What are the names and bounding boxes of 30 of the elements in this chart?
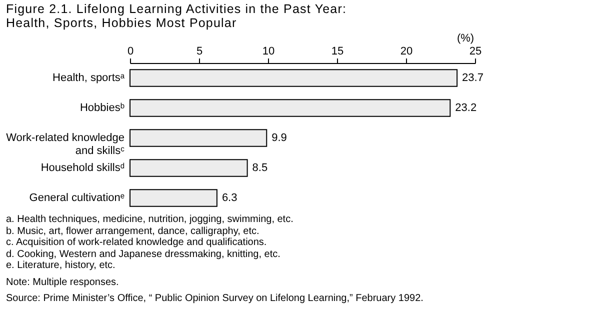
text: c. Acquisition of work-related knowledge and qualifications. [6,237,268,248]
y-tick-label: Work-related knowledge and skillsᶜ [6,132,125,157]
x-tick-label: 15 [331,46,344,58]
bar [130,129,268,147]
bar [130,159,248,177]
bar [130,69,458,87]
x-tick-label: 5 [196,46,203,58]
x-tick-label: 25 [469,46,482,58]
bar [130,99,451,117]
source-note: Source: Prime Minister’s Office, “ Public Opinion Survey on Lifelong Learning,” February 1992. [6,293,424,304]
data-label: 8.5 [252,162,268,174]
text: d. Cooking, Western and Japanese dressmaking, knitting, etc. [6,248,282,260]
bar [130,189,218,207]
x-tick-label: 20 [400,46,413,58]
annotation: a. Health techniques, medicine, nutrition, jogging, swimming, etc. [6,214,294,226]
text: e. Literature, history, etc. [6,260,116,272]
x-tick-label: 10 [262,46,275,58]
y-tick-label: Hobbiesᵇ [80,102,124,114]
x-axis-title: (%) [456,32,474,44]
y-tick-label: Household skillsᵈ [40,162,124,174]
x-tick-label: 0 [127,46,134,58]
data-label: 6.3 [222,192,238,204]
y-tick-label: General cultivationᵉ [29,192,124,204]
y-tick-label: Health, sportsᵃ [52,72,126,84]
data-label: 23.2 [455,102,477,114]
data-label: 9.9 [272,132,287,144]
data-label: 23.7 [462,72,484,84]
chart-title: Figure 2.1. Lifelong Learning Activities in the Past Year: Health, Sports, Hobbies Most Popular [6,2,347,30]
text: Note: Multiple responses. [6,276,120,288]
text: b. Music, art, flower arrangement, dance, calligraphy, etc. [6,226,260,237]
